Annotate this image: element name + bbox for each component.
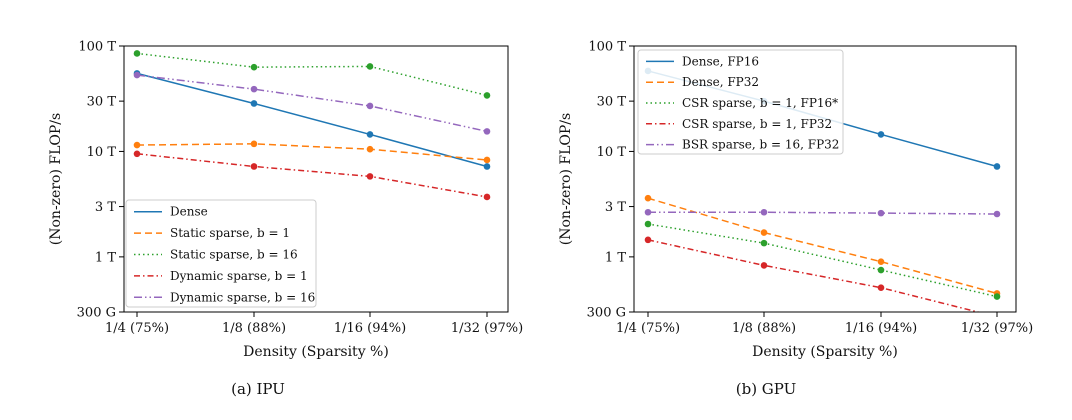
series-line: [647, 223, 998, 298]
series-2: [133, 140, 491, 164]
y-tick-label: 100 T: [78, 40, 116, 55]
y-tick-label: 10 T: [597, 145, 627, 160]
legend-entry: Dynamic sparse, b = 16: [170, 290, 315, 304]
chart-panel-1: 300 G 1 T 3 T 10 T 30 T 100 T 1/4 (75%) 1/8 (88…: [48, 40, 523, 399]
data-point: [760, 262, 768, 269]
data-point: [993, 210, 1001, 218]
y-axis-label: (Non-zero) FLOP/s: [558, 113, 574, 245]
x-tick-label: 1/8 (88%): [732, 321, 796, 336]
data-point: [366, 131, 374, 138]
data-point: [366, 63, 374, 70]
data-point: [250, 100, 258, 107]
x-tick-label: 1/8 (88%): [222, 321, 286, 336]
data-point: [993, 293, 1001, 300]
data-point: [483, 128, 491, 135]
x-tick-label: 1/4 (75%): [105, 321, 169, 336]
y-tick-label: 3 T: [95, 200, 116, 215]
chart-panel-2: 300 G 1 T 3 T 10 T 30 T 100 T 1/4 (75%) 1/8 (88…: [558, 40, 1033, 399]
legend-box: [637, 49, 844, 155]
data-point: [133, 50, 141, 57]
y-tick-label: 3 T: [605, 200, 626, 215]
legend-entry: Dynamic sparse, b = 1: [170, 269, 308, 283]
data-point: [483, 193, 491, 201]
y-tick-label: 10 T: [87, 145, 117, 160]
x-tick-label: 1/16 (94%): [334, 321, 406, 336]
data-point: [877, 131, 885, 138]
x-axis-label: Density (Sparsity %): [243, 344, 389, 360]
data-point: [877, 258, 885, 265]
data-point: [366, 173, 374, 180]
legend-entry: CSR sparse, b = 1, FP32: [682, 117, 832, 131]
plot-frame: [123, 45, 509, 313]
y-axis-label: (Non-zero) FLOP/s: [48, 113, 64, 245]
legend-entry: CSR sparse, b = 1, FP16*: [682, 96, 838, 110]
data-point: [250, 163, 258, 170]
x-tick-label: 1/16 (94%): [845, 321, 917, 336]
legend-entry: Static sparse, b = 1: [170, 226, 290, 240]
series-line: [136, 52, 488, 97]
data-point: [877, 209, 885, 217]
y-tick-label: 1 T: [95, 250, 116, 265]
series-line: [136, 143, 488, 161]
data-point: [760, 208, 768, 216]
data-point: [133, 71, 141, 79]
series-4: [644, 236, 981, 312]
series-line: [648, 211, 998, 215]
plot-frame: [633, 45, 1017, 313]
series-line: [136, 153, 488, 198]
data-point: [644, 220, 652, 228]
data-point: [483, 92, 491, 99]
y-tick-label: 100 T: [588, 40, 626, 55]
data-point: [877, 266, 885, 274]
series-4: [133, 150, 491, 201]
data-point: [133, 141, 141, 149]
legend-entry: Dense: [170, 205, 208, 219]
legend-box: [125, 199, 317, 308]
data-point: [483, 156, 491, 164]
data-point: [133, 150, 141, 158]
series-line: [647, 239, 981, 312]
data-point: [366, 145, 374, 153]
y-tick-label: 300 G: [587, 306, 626, 321]
data-point: [760, 239, 768, 247]
legend: Dense Static sparse, b = 1 Static sparse, …: [125, 199, 317, 308]
panel-caption: (b) GPU: [736, 380, 797, 398]
series-line: [647, 197, 998, 295]
series-5: [644, 208, 1001, 218]
x-axis-label: Density (Sparsity %): [752, 344, 898, 360]
series-3: [644, 220, 1001, 300]
y-tick-label: 30 T: [597, 95, 627, 110]
legend-entry: Static sparse, b = 16: [170, 248, 298, 262]
data-point: [644, 194, 652, 202]
data-point: [644, 208, 652, 216]
data-point: [483, 163, 491, 170]
series-2: [644, 194, 1001, 297]
legend-entry: Dense, FP32: [682, 75, 759, 89]
x-tick-label: 1/4 (75%): [616, 321, 680, 336]
series-line: [136, 74, 488, 133]
data-point: [760, 229, 768, 236]
x-tick-label: 1/32 (97%): [451, 321, 523, 336]
data-point: [993, 163, 1001, 170]
legend: Dense, FP16 Dense, FP32 CSR sparse, b = 1,…: [637, 49, 844, 155]
data-point: [250, 140, 258, 148]
series-line: [136, 72, 488, 168]
panel-caption: (a) IPU: [231, 380, 285, 398]
series-3: [133, 50, 491, 99]
data-point: [644, 236, 652, 244]
data-point: [366, 102, 374, 110]
legend-entry: BSR sparse, b = 16, FP32: [682, 138, 839, 152]
data-point: [877, 284, 885, 292]
data-point: [250, 63, 258, 71]
y-tick-label: 300 G: [77, 306, 116, 321]
data-point: [250, 85, 258, 93]
x-tick-label: 1/32 (97%): [961, 321, 1033, 336]
y-tick-label: 1 T: [605, 250, 626, 265]
legend-entry: Dense, FP16: [682, 54, 759, 68]
series-5: [133, 71, 491, 135]
y-tick-label: 30 T: [87, 95, 117, 110]
